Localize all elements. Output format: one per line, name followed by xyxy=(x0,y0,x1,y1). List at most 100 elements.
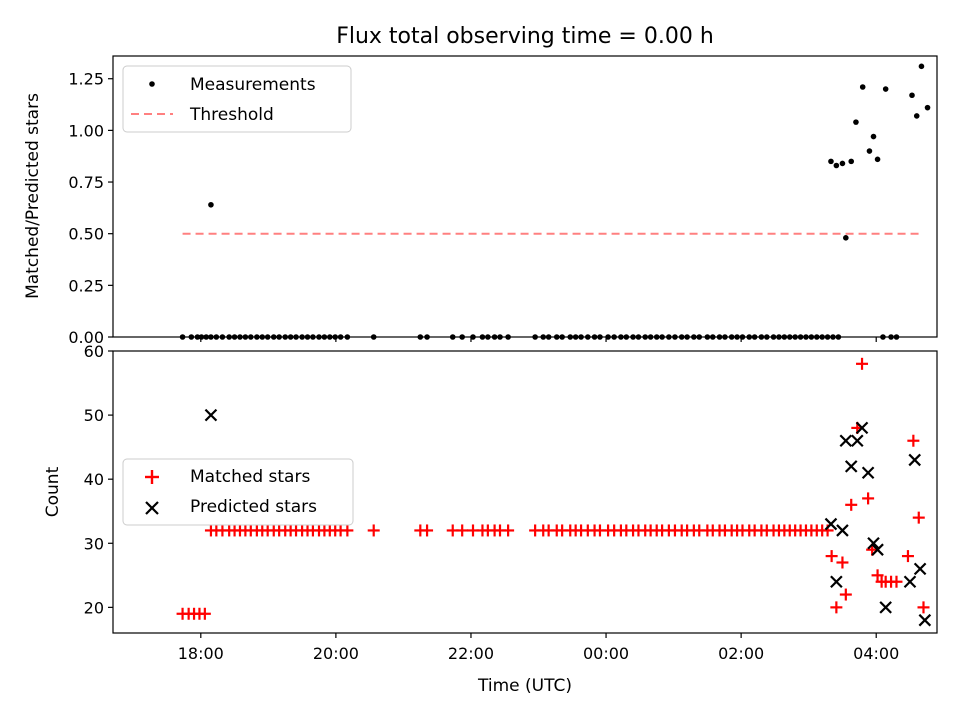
measurement-point xyxy=(874,156,881,163)
matched-stars-points xyxy=(176,357,930,620)
top-panel: 0.00 0.25 0.50 0.75 1.00 1.25 Matched/Predict… xyxy=(23,55,938,347)
predicted-star-mark-b xyxy=(867,536,880,550)
measurement-point xyxy=(909,92,915,99)
measurement-point xyxy=(208,201,214,208)
measurement-point xyxy=(859,84,866,90)
legend-measurements-label: Measurements xyxy=(190,75,316,95)
predicted-star-mark-b xyxy=(844,460,858,473)
legend-matched-label: Matched stars xyxy=(190,467,310,487)
predicted-star-mark-b xyxy=(204,408,218,422)
matched-star-point xyxy=(917,601,930,614)
legend-threshold-label: Threshold xyxy=(189,105,274,125)
measurement-point xyxy=(918,63,925,70)
top-x-ticks xyxy=(200,337,877,342)
measurement-point xyxy=(839,160,846,167)
bottom-legend-box xyxy=(122,458,354,526)
chart-title: Flux total observing time = 0.00 h xyxy=(336,24,714,49)
top-y-tick-label: 0.75 xyxy=(68,173,104,192)
bottom-x-ticks: 18:00 20:00 22:00 00:00 02:00 04:00 xyxy=(178,633,899,663)
predicted-star-mark-b xyxy=(918,613,932,627)
measurement-point xyxy=(913,113,920,119)
matched-star-point xyxy=(836,556,849,569)
bottom-x-tick-label: 18:00 xyxy=(178,644,224,663)
predicted-star-mark-b xyxy=(913,562,927,576)
predicted-star-mark-b xyxy=(830,575,843,589)
matched-star-point xyxy=(907,434,920,447)
top-y-ticks: 0.00 0.25 0.50 0.75 1.00 1.25 xyxy=(68,70,113,347)
matched-star-point xyxy=(856,357,869,370)
predicted-star-point xyxy=(844,460,858,473)
predicted-star-point xyxy=(918,613,932,627)
top-axes-frame xyxy=(112,55,938,338)
matched-star-point xyxy=(341,524,354,537)
bottom-y-tick-label: 50 xyxy=(84,406,104,425)
predicted-star-mark-b xyxy=(908,453,921,467)
top-legend: Measurements Threshold xyxy=(122,65,352,133)
predicted-star-point xyxy=(836,524,849,537)
matched-star-point xyxy=(890,575,903,588)
predicted-star-point xyxy=(830,575,843,589)
bottom-x-tick-label: 02:00 xyxy=(718,644,764,663)
top-y-tick-label: 1.25 xyxy=(68,70,104,89)
measurement-point xyxy=(843,235,849,241)
predicted-star-mark-b xyxy=(855,421,869,435)
matched-star-point xyxy=(912,511,925,524)
legend-matched-marker xyxy=(145,470,159,484)
top-legend-box xyxy=(122,65,352,133)
bottom-x-tick-label: 00:00 xyxy=(583,644,629,663)
bottom-legend: Matched stars Predicted stars xyxy=(122,458,354,526)
measurement-point xyxy=(828,158,834,165)
measurement-points xyxy=(179,63,931,340)
predicted-star-mark-b xyxy=(851,434,864,448)
predicted-star-point xyxy=(903,575,917,589)
top-y-tick-label: 1.00 xyxy=(68,121,104,140)
predicted-star-point xyxy=(861,466,875,480)
matched-star-point xyxy=(839,588,852,601)
matched-star-point xyxy=(367,524,380,537)
predicted-star-mark-b xyxy=(861,466,875,480)
predicted-star-point xyxy=(839,434,853,448)
bottom-y-tick-label: 60 xyxy=(84,342,104,361)
matched-star-point xyxy=(845,498,858,511)
top-y-tick-label: 0.25 xyxy=(68,276,104,295)
bottom-y-tick-label: 20 xyxy=(84,598,104,617)
predicted-star-point xyxy=(913,562,927,576)
predicted-star-point xyxy=(871,543,884,556)
measurement-point xyxy=(882,86,889,92)
top-y-axis-label: Matched/Predicted stars xyxy=(23,93,43,299)
measurement-point xyxy=(924,104,931,111)
measurement-point xyxy=(870,133,877,140)
legend-predicted-label: Predicted stars xyxy=(190,497,317,517)
predicted-star-point xyxy=(855,421,869,435)
matched-star-point xyxy=(830,601,843,614)
top-y-tick-label: 0.00 xyxy=(68,328,104,347)
matched-star-point xyxy=(901,550,914,563)
bottom-y-axis-label: Count xyxy=(43,466,63,517)
predicted-stars-points xyxy=(204,408,932,627)
predicted-star-mark-b xyxy=(824,517,838,531)
bottom-y-tick-label: 40 xyxy=(84,470,104,489)
predicted-star-point xyxy=(867,536,880,550)
predicted-star-point xyxy=(204,408,218,422)
matched-star-point xyxy=(825,550,838,563)
measurement-point xyxy=(853,119,859,125)
measurement-point xyxy=(833,162,840,169)
bottom-x-tick-label: 22:00 xyxy=(448,644,494,663)
predicted-star-mark-b xyxy=(871,543,884,556)
predicted-star-point xyxy=(824,517,838,531)
matched-star-point xyxy=(862,492,875,505)
predicted-star-point xyxy=(908,453,921,467)
predicted-star-point xyxy=(851,434,864,448)
legend-measurements-marker xyxy=(149,81,155,87)
predicted-star-mark-b xyxy=(839,434,853,448)
bottom-y-ticks: 20 30 40 50 60 xyxy=(84,342,113,617)
predicted-star-mark-b xyxy=(836,524,849,537)
bottom-x-tick-label: 20:00 xyxy=(313,644,359,663)
measurement-point xyxy=(866,148,873,154)
bottom-x-tick-label: 04:00 xyxy=(853,644,899,663)
bottom-axes-frame xyxy=(112,350,938,634)
predicted-star-mark-b xyxy=(903,575,917,589)
matched-star-point xyxy=(421,524,434,537)
top-y-tick-label: 0.50 xyxy=(68,225,104,244)
